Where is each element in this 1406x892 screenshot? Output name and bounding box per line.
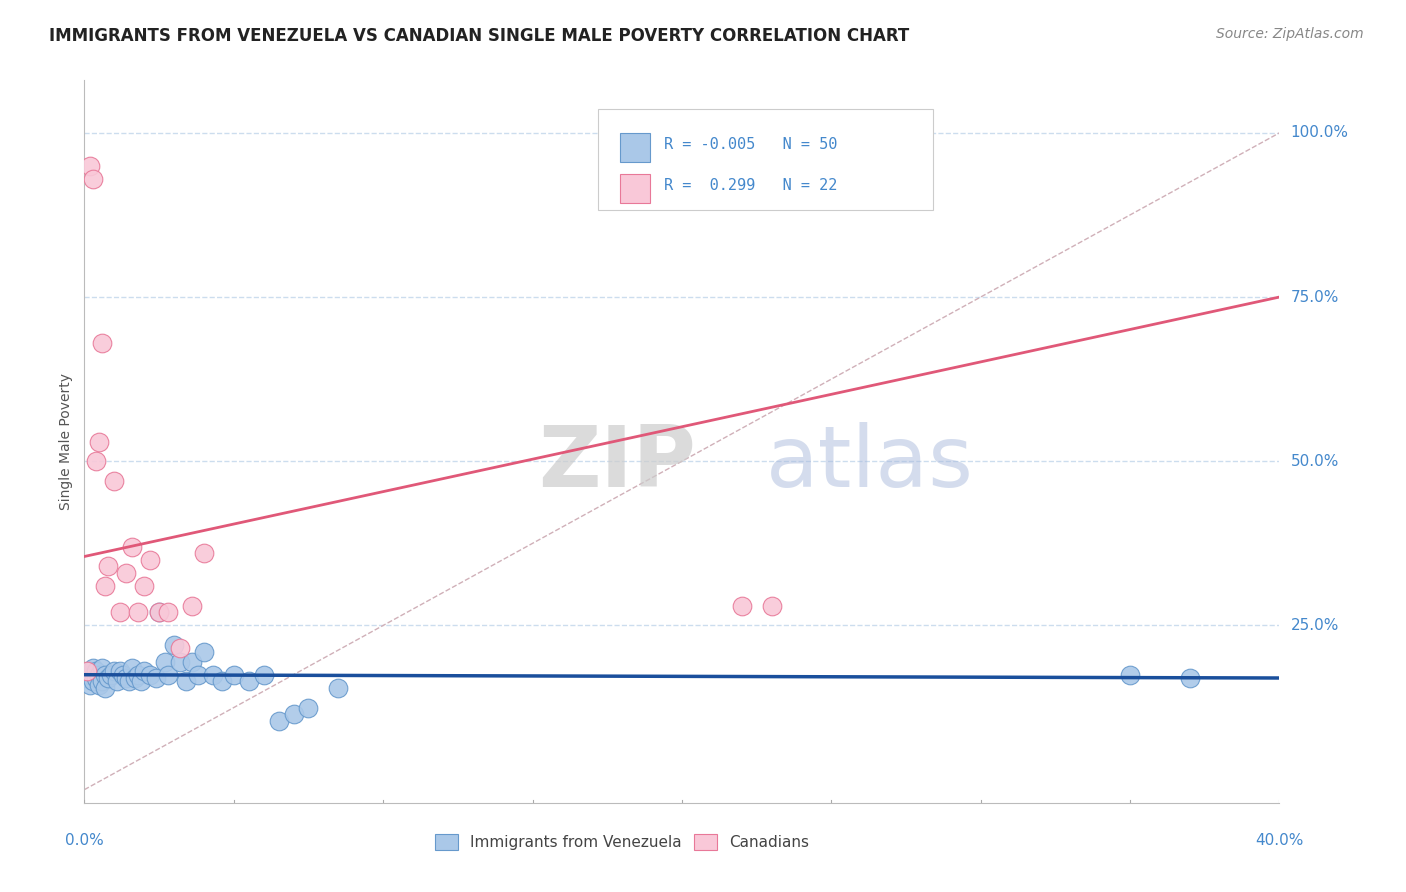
Point <box>201 667 224 681</box>
Text: 40.0%: 40.0% <box>1256 833 1303 848</box>
Point <box>76 671 98 685</box>
Point <box>129 674 152 689</box>
Point <box>283 707 305 722</box>
Point <box>132 665 156 679</box>
Point <box>157 667 180 681</box>
Point <box>91 674 114 689</box>
Point <box>91 336 114 351</box>
Point <box>222 667 245 681</box>
Point <box>1119 667 1142 681</box>
Point <box>112 667 135 681</box>
Point <box>253 667 276 681</box>
Point <box>139 667 162 681</box>
Text: 75.0%: 75.0% <box>1291 290 1339 304</box>
Bar <box>599 109 934 211</box>
Point <box>169 655 191 669</box>
Point <box>94 579 117 593</box>
Point <box>86 665 108 679</box>
Text: 25.0%: 25.0% <box>1291 618 1339 633</box>
Legend: Immigrants from Venezuela, Canadians: Immigrants from Venezuela, Canadians <box>429 829 815 856</box>
Point <box>174 674 197 689</box>
Point <box>86 454 108 468</box>
Text: R = -0.005   N = 50: R = -0.005 N = 50 <box>664 137 838 152</box>
Text: 0.0%: 0.0% <box>65 833 104 848</box>
Point <box>97 671 120 685</box>
Point <box>731 599 754 613</box>
Point <box>145 671 167 685</box>
Point <box>169 641 191 656</box>
Point <box>79 159 101 173</box>
Text: 100.0%: 100.0% <box>1291 126 1348 140</box>
Point <box>148 605 170 619</box>
Point <box>297 700 319 714</box>
Point <box>110 665 132 679</box>
Point <box>89 434 111 449</box>
Point <box>267 714 290 728</box>
Point <box>82 171 104 186</box>
Point <box>79 667 101 681</box>
Text: atlas: atlas <box>766 422 973 505</box>
Point <box>121 540 143 554</box>
Point <box>110 605 132 619</box>
Point <box>132 579 156 593</box>
Bar <box>620 133 650 162</box>
Point <box>82 674 104 689</box>
Point <box>103 474 125 488</box>
Point <box>153 655 176 669</box>
Bar <box>620 174 650 202</box>
Point <box>124 671 146 685</box>
Point <box>193 546 215 560</box>
Point <box>761 599 783 613</box>
Point <box>79 677 101 691</box>
Point <box>193 645 215 659</box>
Point <box>103 665 125 679</box>
Point <box>127 605 149 619</box>
Point <box>139 553 162 567</box>
Point <box>91 661 114 675</box>
Point <box>163 638 186 652</box>
Point <box>75 667 97 681</box>
Point <box>76 665 98 679</box>
Point <box>121 661 143 675</box>
Point <box>82 661 104 675</box>
Point <box>77 665 100 679</box>
Point <box>100 667 122 681</box>
Point <box>148 605 170 619</box>
Point <box>115 566 138 580</box>
Point <box>181 655 204 669</box>
Point <box>105 674 128 689</box>
Point <box>157 605 180 619</box>
Point <box>97 559 120 574</box>
Point <box>127 667 149 681</box>
Point <box>115 671 138 685</box>
Point <box>181 599 204 613</box>
Point <box>1178 671 1201 685</box>
Point <box>89 667 111 681</box>
Y-axis label: Single Male Poverty: Single Male Poverty <box>59 373 73 510</box>
Point <box>328 681 350 695</box>
Text: ZIP: ZIP <box>538 422 696 505</box>
Text: 50.0%: 50.0% <box>1291 454 1339 468</box>
Point <box>94 681 117 695</box>
Point <box>211 674 233 689</box>
Point <box>94 667 117 681</box>
Point <box>238 674 260 689</box>
Text: Source: ZipAtlas.com: Source: ZipAtlas.com <box>1216 27 1364 41</box>
Point <box>118 674 141 689</box>
Point <box>89 677 111 691</box>
Text: IMMIGRANTS FROM VENEZUELA VS CANADIAN SINGLE MALE POVERTY CORRELATION CHART: IMMIGRANTS FROM VENEZUELA VS CANADIAN SI… <box>49 27 910 45</box>
Point <box>86 671 108 685</box>
Point <box>187 667 209 681</box>
Text: R =  0.299   N = 22: R = 0.299 N = 22 <box>664 178 838 193</box>
